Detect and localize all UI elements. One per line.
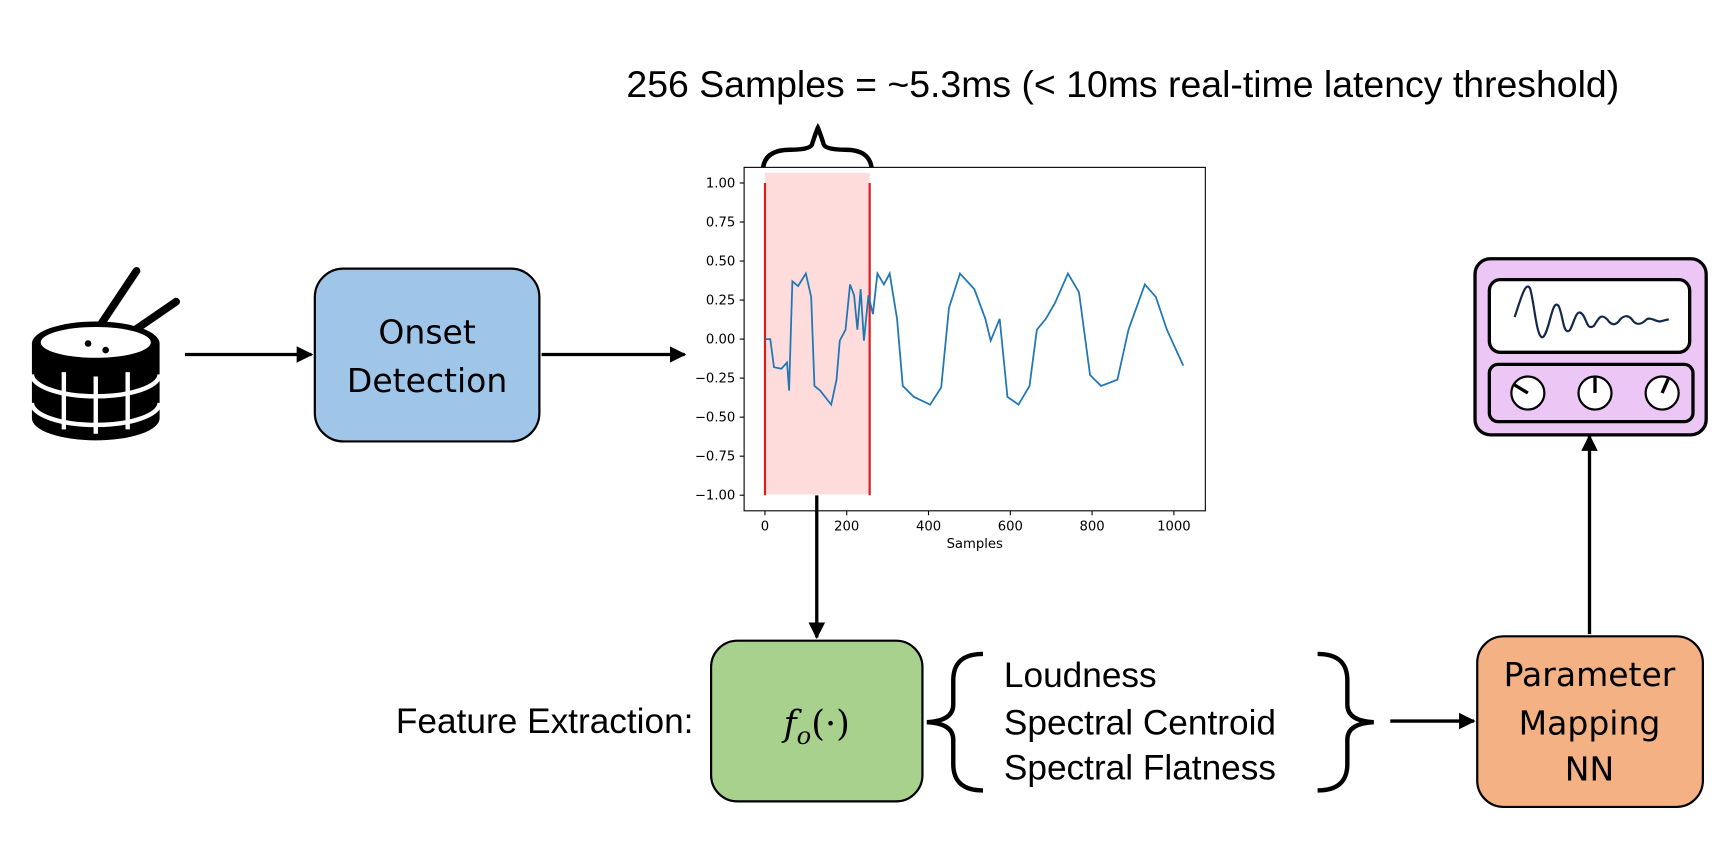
y-tick-label: −0.25 bbox=[695, 372, 735, 387]
onset-box bbox=[313, 267, 541, 443]
y-tick-label: 0.50 bbox=[706, 254, 735, 269]
y-tick-label: 0.25 bbox=[706, 293, 735, 308]
x-tick-label: 200 bbox=[834, 520, 859, 535]
x-tick-label: 600 bbox=[998, 520, 1023, 535]
y-tick-label: 0.75 bbox=[706, 215, 735, 230]
x-tick-label: 800 bbox=[1079, 520, 1104, 535]
right-brace bbox=[1317, 651, 1374, 793]
function-label: fo(·) bbox=[781, 703, 850, 750]
x-tick-label: 0 bbox=[761, 520, 769, 535]
mapping-label: Parameter bbox=[1504, 655, 1676, 694]
feature: Spectral Flatness bbox=[1004, 748, 1276, 787]
y-tick-label: 0.00 bbox=[706, 332, 735, 347]
waveform-chart: 0 200 400 600 800 1000 1.00 0.75 0.50 0.25 0.00 −0.… bbox=[695, 166, 1206, 552]
onset-label: Detection bbox=[347, 361, 507, 400]
y-tick-label: −0.75 bbox=[695, 450, 735, 465]
mapping-label: NN bbox=[1565, 749, 1614, 788]
mapping-label: Mapping bbox=[1519, 703, 1661, 742]
feature-label: Feature Extraction: bbox=[396, 702, 694, 741]
top-brace bbox=[760, 122, 875, 172]
function-args: (·) bbox=[811, 703, 850, 744]
x-tick-label: 1000 bbox=[1157, 520, 1191, 535]
left-brace bbox=[926, 651, 984, 793]
window-shade bbox=[764, 172, 870, 495]
synth-icon bbox=[1473, 257, 1708, 437]
function-box bbox=[709, 639, 924, 803]
drum-icon bbox=[29, 266, 180, 441]
x-axis-label: Samples bbox=[947, 537, 1003, 552]
annotation: 256 Samples = ~5.3ms (< 10ms real-time l… bbox=[626, 63, 1619, 105]
x-tick-label: 400 bbox=[916, 520, 941, 535]
onset-label: Onset bbox=[378, 312, 475, 351]
feature: Loudness bbox=[1004, 656, 1157, 695]
function-subscript: o bbox=[797, 722, 812, 750]
mapping-box bbox=[1476, 635, 1704, 809]
y-tick-label: −0.50 bbox=[695, 411, 735, 426]
y-tick-label: 1.00 bbox=[706, 176, 735, 191]
feature: Spectral Centroid bbox=[1004, 703, 1276, 742]
waveform bbox=[764, 270, 1185, 407]
y-tick-label: −1.00 bbox=[695, 489, 735, 504]
